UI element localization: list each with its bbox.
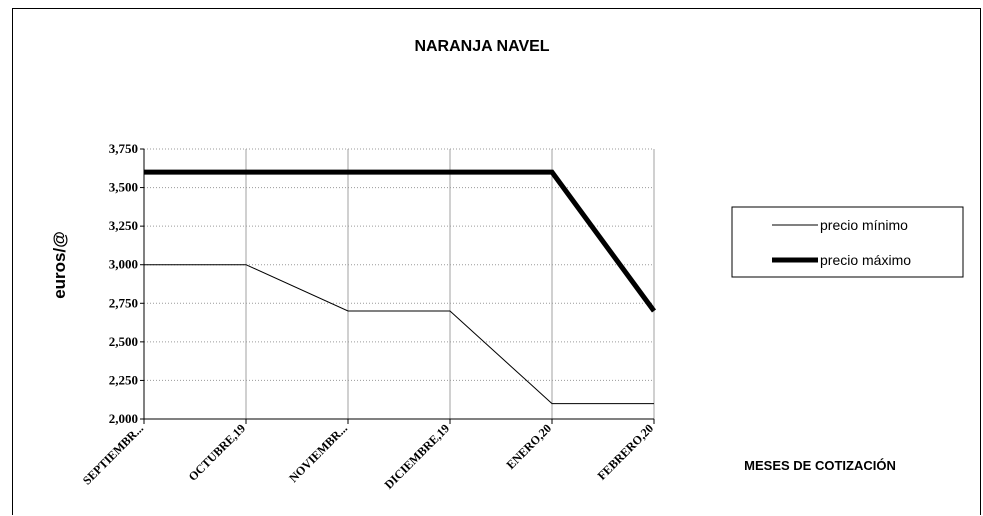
legend-box [731, 206, 964, 278]
y-tick-label: 3,500 [109, 180, 138, 195]
series-line-precio-minimo [144, 264, 654, 405]
legend-label-precio-maximo: precio máximo [820, 252, 911, 268]
y-tick-label: 2,250 [109, 372, 138, 387]
x-tick-label: NOVIEMBR... [286, 421, 350, 485]
y-tick-label: 2,500 [109, 334, 138, 349]
x-tick-label: OCTUBRE,19 [186, 421, 248, 483]
y-tick-label: 2,000 [109, 411, 138, 426]
y-tick-label: 2,750 [109, 295, 138, 310]
y-tick-labels: 2,000 2,250 2,500 2,750 3,000 3,250 3,500 3,750 [109, 141, 138, 426]
x-tick-label: ENERO,20 [503, 421, 554, 472]
x-axis-label: MESES DE COTIZACIÓN [744, 458, 896, 473]
series-lines [144, 169, 657, 405]
x-tick-label: FEBRERO,20 [595, 421, 657, 483]
axes [140, 148, 655, 424]
chart-title: NARANJA NAVEL [414, 38, 549, 55]
y-axis-label: euros/@ [50, 231, 69, 299]
legend: precio mínimo precio máximo [731, 206, 964, 278]
legend-label-precio-minimo: precio mínimo [820, 217, 908, 233]
x-tick-label: DICIEMBRE,19 [382, 421, 452, 491]
x-tick-labels: SEPTIEMBR... OCTUBRE,19 NOVIEMBR... DICIEMB… [80, 421, 656, 491]
grid [144, 148, 655, 419]
y-tick-label: 3,750 [109, 141, 138, 156]
series-line-precio-maximo [144, 169, 657, 313]
y-tick-label: 3,000 [109, 257, 138, 272]
x-tick-label: SEPTIEMBR... [80, 421, 146, 487]
y-tick-label: 3,250 [109, 218, 138, 233]
